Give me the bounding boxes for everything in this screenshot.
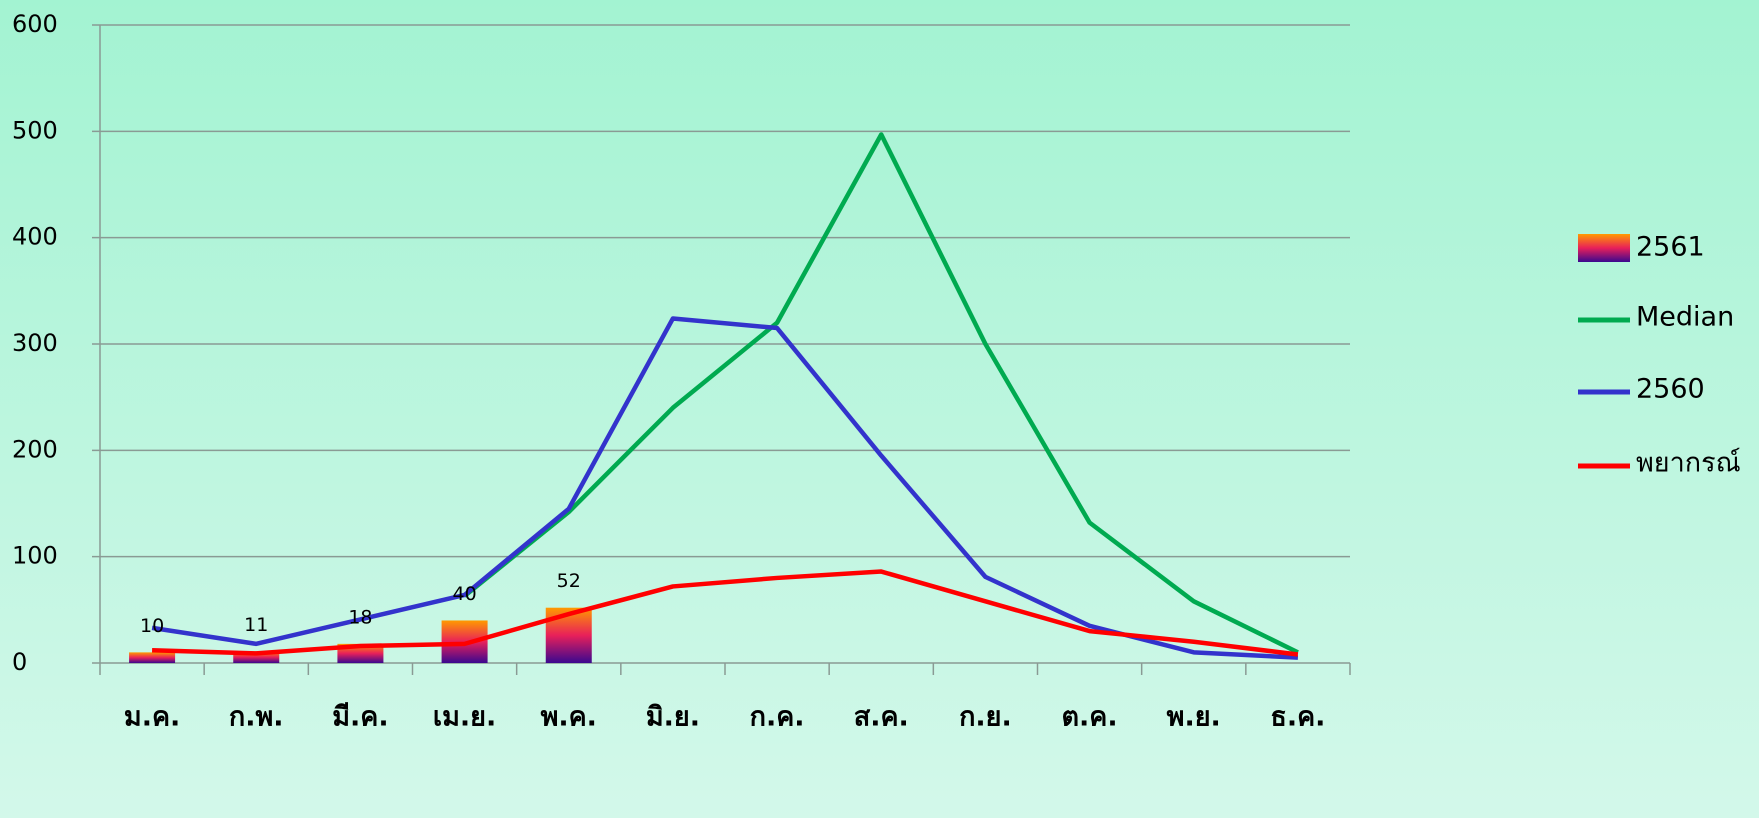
- y-tick-label: 500: [12, 116, 58, 144]
- line: [463, 132, 1299, 655]
- x-tick-label: ส.ค.: [854, 702, 909, 733]
- x-tick-label: พ.ย.: [1167, 702, 1221, 733]
- data-label: 11: [244, 614, 268, 636]
- line: [151, 316, 1299, 660]
- x-tick-label: ต.ค.: [1062, 702, 1118, 733]
- y-tick-label: 0: [12, 648, 27, 676]
- line: [152, 569, 1299, 657]
- legend-label: 2560: [1636, 374, 1705, 405]
- x-tick-label: พ.ค.: [541, 702, 597, 733]
- data-label: 18: [348, 606, 372, 628]
- x-tick-label: ก.ย.: [959, 702, 1012, 733]
- legend-swatch: [1578, 234, 1630, 262]
- y-tick-label: 600: [12, 10, 58, 38]
- y-tick-label: 400: [12, 223, 58, 251]
- data-label: 40: [452, 583, 476, 605]
- x-tick-label: ธ.ค.: [1270, 702, 1325, 733]
- y-tick-label: 300: [12, 329, 58, 357]
- data-label: 10: [140, 615, 164, 637]
- x-tick-label: ก.พ.: [229, 702, 284, 733]
- y-tick-label: 200: [12, 435, 58, 463]
- x-tick-label: ม.ค.: [124, 702, 180, 733]
- y-tick-label: 100: [12, 542, 58, 570]
- x-tick-label: ก.ค.: [750, 702, 805, 733]
- data-label: 52: [557, 570, 581, 592]
- x-tick-label: มิ.ย.: [646, 702, 700, 733]
- bar: [129, 652, 176, 663]
- legend-label: 2561: [1636, 232, 1705, 263]
- bar: [233, 651, 280, 663]
- legend-label: พยากรณ์: [1636, 447, 1741, 479]
- x-tick-label: เม.ย.: [433, 702, 496, 733]
- x-tick-label: มี.ค.: [332, 702, 388, 733]
- legend-label: Median: [1636, 302, 1734, 333]
